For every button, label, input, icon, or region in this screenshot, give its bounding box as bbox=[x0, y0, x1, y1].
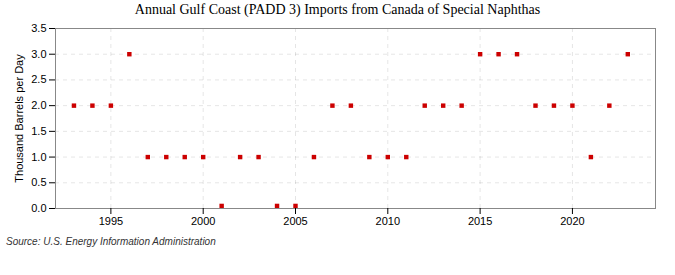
svg-text:2020: 2020 bbox=[560, 215, 584, 227]
svg-text:0.0: 0.0 bbox=[31, 202, 46, 214]
svg-text:2.5: 2.5 bbox=[31, 73, 46, 85]
html-text:Annual Gulf Coast (PADD 3) Imp: Annual Gulf Coast (PADD 3) Imports from … bbox=[134, 2, 541, 17]
svg-text:1.0: 1.0 bbox=[31, 151, 46, 163]
svg-text:2005: 2005 bbox=[283, 215, 307, 227]
svg-text:2010: 2010 bbox=[376, 215, 400, 227]
svg-text:2.0: 2.0 bbox=[31, 99, 46, 111]
html-text:Source: U.S. Energy Informatio: Source: U.S. Energy Information Administ… bbox=[6, 236, 216, 247]
svg-text:3.0: 3.0 bbox=[31, 48, 46, 60]
svg-text:1995: 1995 bbox=[99, 215, 123, 227]
svg-text:2015: 2015 bbox=[468, 215, 492, 227]
svg-text:3.5: 3.5 bbox=[31, 22, 46, 34]
svg-text:Thousand Barrels per Day: Thousand Barrels per Day bbox=[13, 54, 25, 183]
svg-text:1.5: 1.5 bbox=[31, 125, 46, 137]
svg-text:0.5: 0.5 bbox=[31, 176, 46, 188]
svg-text:2000: 2000 bbox=[191, 215, 215, 227]
